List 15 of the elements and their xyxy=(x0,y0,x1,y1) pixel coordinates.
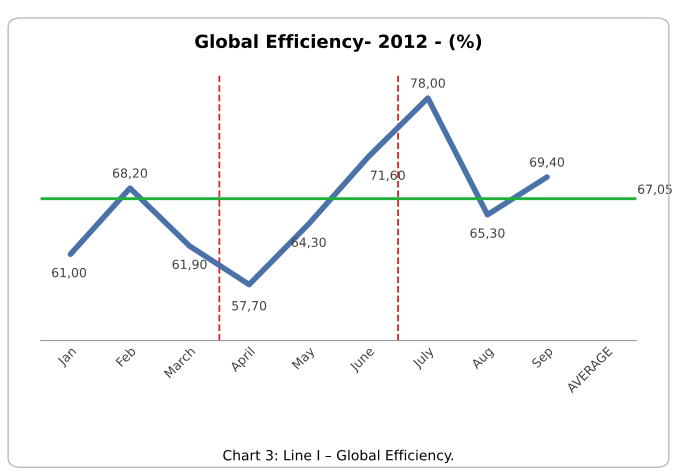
x-tick-label: Jan xyxy=(56,346,78,368)
data-label: 69,40 xyxy=(530,157,564,168)
data-label: 61,00 xyxy=(52,268,86,279)
data-label: 65,30 xyxy=(470,228,505,240)
ref-line-label: 67,05 xyxy=(638,184,672,196)
data-label: 71,60 xyxy=(370,170,405,182)
x-tick-label: Feb xyxy=(115,346,136,368)
x-tick-label: Sep xyxy=(531,346,556,370)
data-label: 61,90 xyxy=(172,260,207,270)
data-label: 57,70 xyxy=(232,300,266,312)
chart-title: Global Efficiency- 2012 - (%) xyxy=(195,34,482,52)
data-label: 68,20 xyxy=(112,168,148,180)
data-label: 78,00 xyxy=(410,78,445,90)
caption: Chart 3: Line I – Global Efficiency. xyxy=(223,450,454,464)
data-label: 64,30 xyxy=(292,238,326,248)
